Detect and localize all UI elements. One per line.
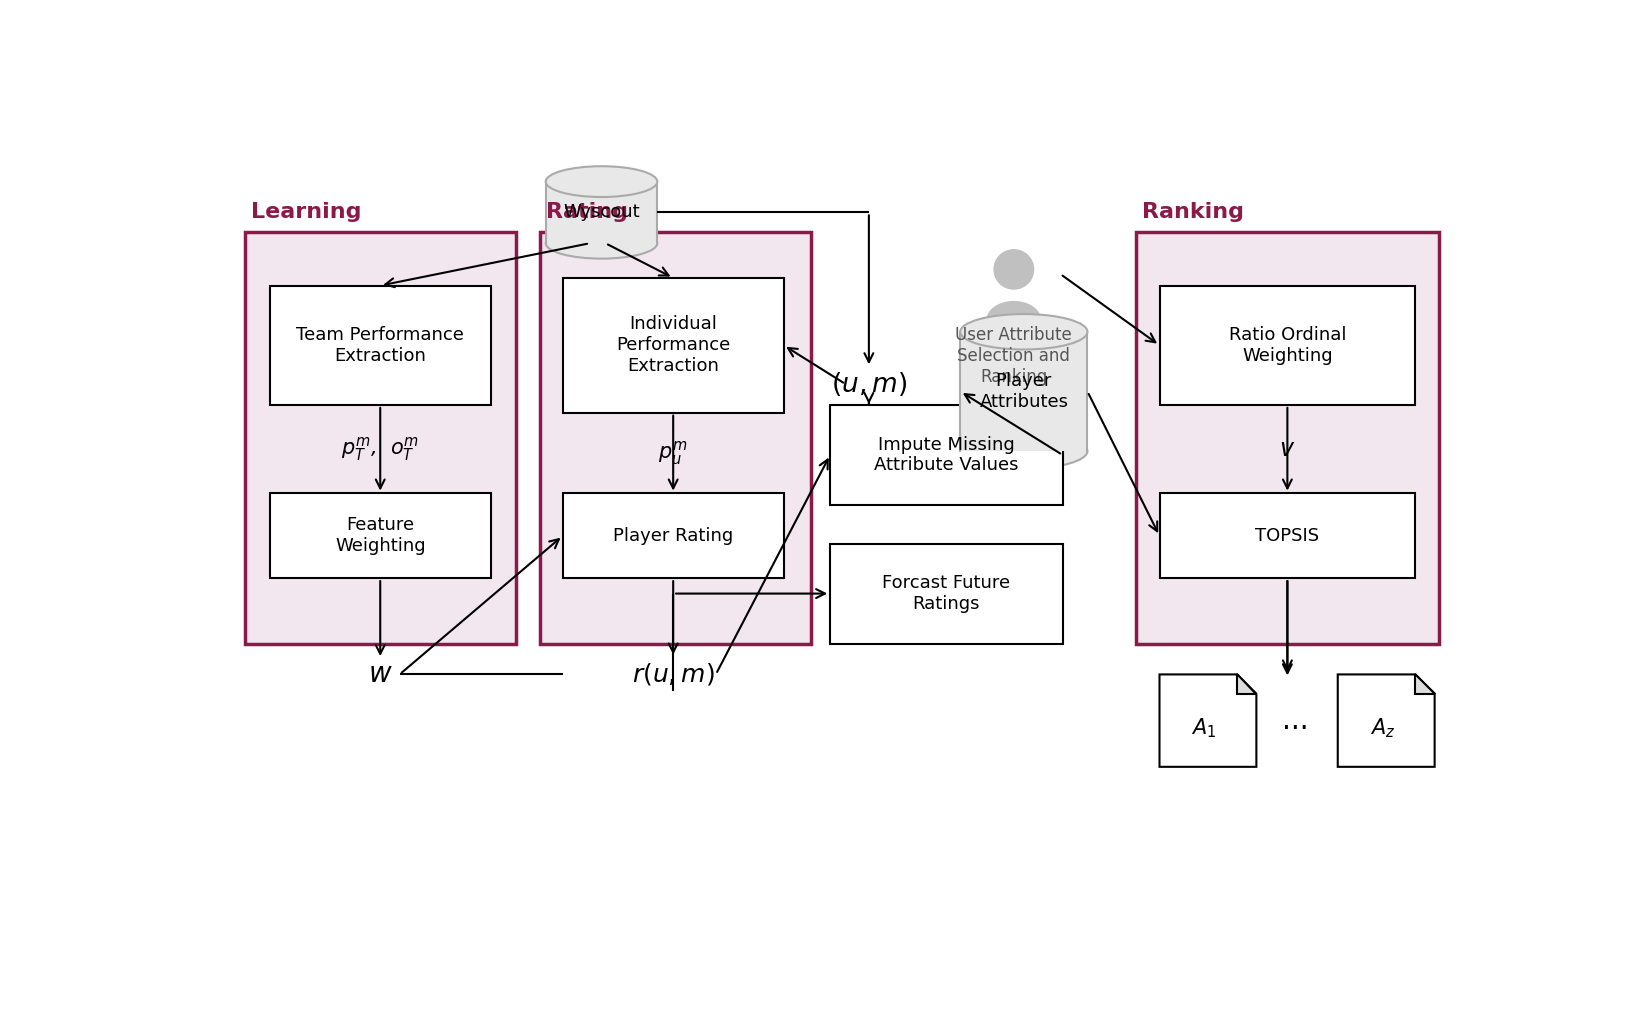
Text: Impute Missing
Attribute Values: Impute Missing Attribute Values <box>874 436 1018 474</box>
FancyBboxPatch shape <box>1160 286 1416 405</box>
FancyBboxPatch shape <box>540 232 810 643</box>
Ellipse shape <box>546 228 657 258</box>
Text: $p_T^m$,  $o_T^m$: $p_T^m$, $o_T^m$ <box>342 436 419 463</box>
FancyBboxPatch shape <box>271 286 490 405</box>
Text: $A_z$: $A_z$ <box>1370 716 1394 739</box>
Text: $A_1$: $A_1$ <box>1191 716 1216 739</box>
FancyBboxPatch shape <box>271 493 490 578</box>
FancyBboxPatch shape <box>563 493 784 578</box>
Ellipse shape <box>546 166 657 197</box>
FancyBboxPatch shape <box>830 544 1063 643</box>
FancyBboxPatch shape <box>563 278 784 412</box>
Text: Forcast Future
Ratings: Forcast Future Ratings <box>883 574 1010 613</box>
Text: Individual
Performance
Extraction: Individual Performance Extraction <box>615 315 731 375</box>
Text: Wyscout: Wyscout <box>563 204 640 222</box>
Text: TOPSIS: TOPSIS <box>1256 527 1320 545</box>
Text: Feature
Weighting: Feature Weighting <box>335 517 426 555</box>
Text: $v$: $v$ <box>1279 438 1295 461</box>
Polygon shape <box>960 332 1087 451</box>
Text: Player Rating: Player Rating <box>614 527 733 545</box>
Polygon shape <box>987 302 1041 320</box>
Ellipse shape <box>960 434 1087 469</box>
FancyBboxPatch shape <box>1160 493 1416 578</box>
Polygon shape <box>1416 675 1434 694</box>
Text: $p_u^m$: $p_u^m$ <box>658 439 688 467</box>
Polygon shape <box>1238 675 1256 694</box>
Text: ...: ... <box>1282 707 1308 734</box>
FancyBboxPatch shape <box>1137 232 1439 643</box>
Text: User Attribute
Selection and
Ranking: User Attribute Selection and Ranking <box>955 326 1072 386</box>
Text: Learning: Learning <box>251 203 361 223</box>
Text: Ratio Ordinal
Weighting: Ratio Ordinal Weighting <box>1229 326 1346 365</box>
Polygon shape <box>1160 675 1256 767</box>
Polygon shape <box>546 181 657 243</box>
Text: Player
Attributes: Player Attributes <box>980 372 1069 411</box>
Text: $r(u,m)$: $r(u,m)$ <box>632 661 714 688</box>
Text: $w$: $w$ <box>368 660 393 689</box>
Text: Ranking: Ranking <box>1142 203 1244 223</box>
Circle shape <box>993 250 1033 289</box>
Text: $(u,m)$: $(u,m)$ <box>830 370 908 398</box>
Text: Team Performance
Extraction: Team Performance Extraction <box>297 326 464 365</box>
FancyBboxPatch shape <box>244 232 516 643</box>
Polygon shape <box>1338 675 1434 767</box>
Text: Rating: Rating <box>546 203 627 223</box>
FancyBboxPatch shape <box>830 405 1063 505</box>
Ellipse shape <box>960 314 1087 349</box>
